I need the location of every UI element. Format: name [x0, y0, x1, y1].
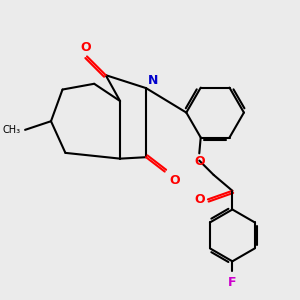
Text: N: N	[147, 74, 158, 87]
Text: O: O	[194, 193, 205, 206]
Text: CH₃: CH₃	[3, 125, 21, 135]
Text: O: O	[169, 175, 180, 188]
Text: O: O	[194, 155, 205, 168]
Text: O: O	[80, 40, 91, 53]
Text: F: F	[228, 276, 237, 289]
